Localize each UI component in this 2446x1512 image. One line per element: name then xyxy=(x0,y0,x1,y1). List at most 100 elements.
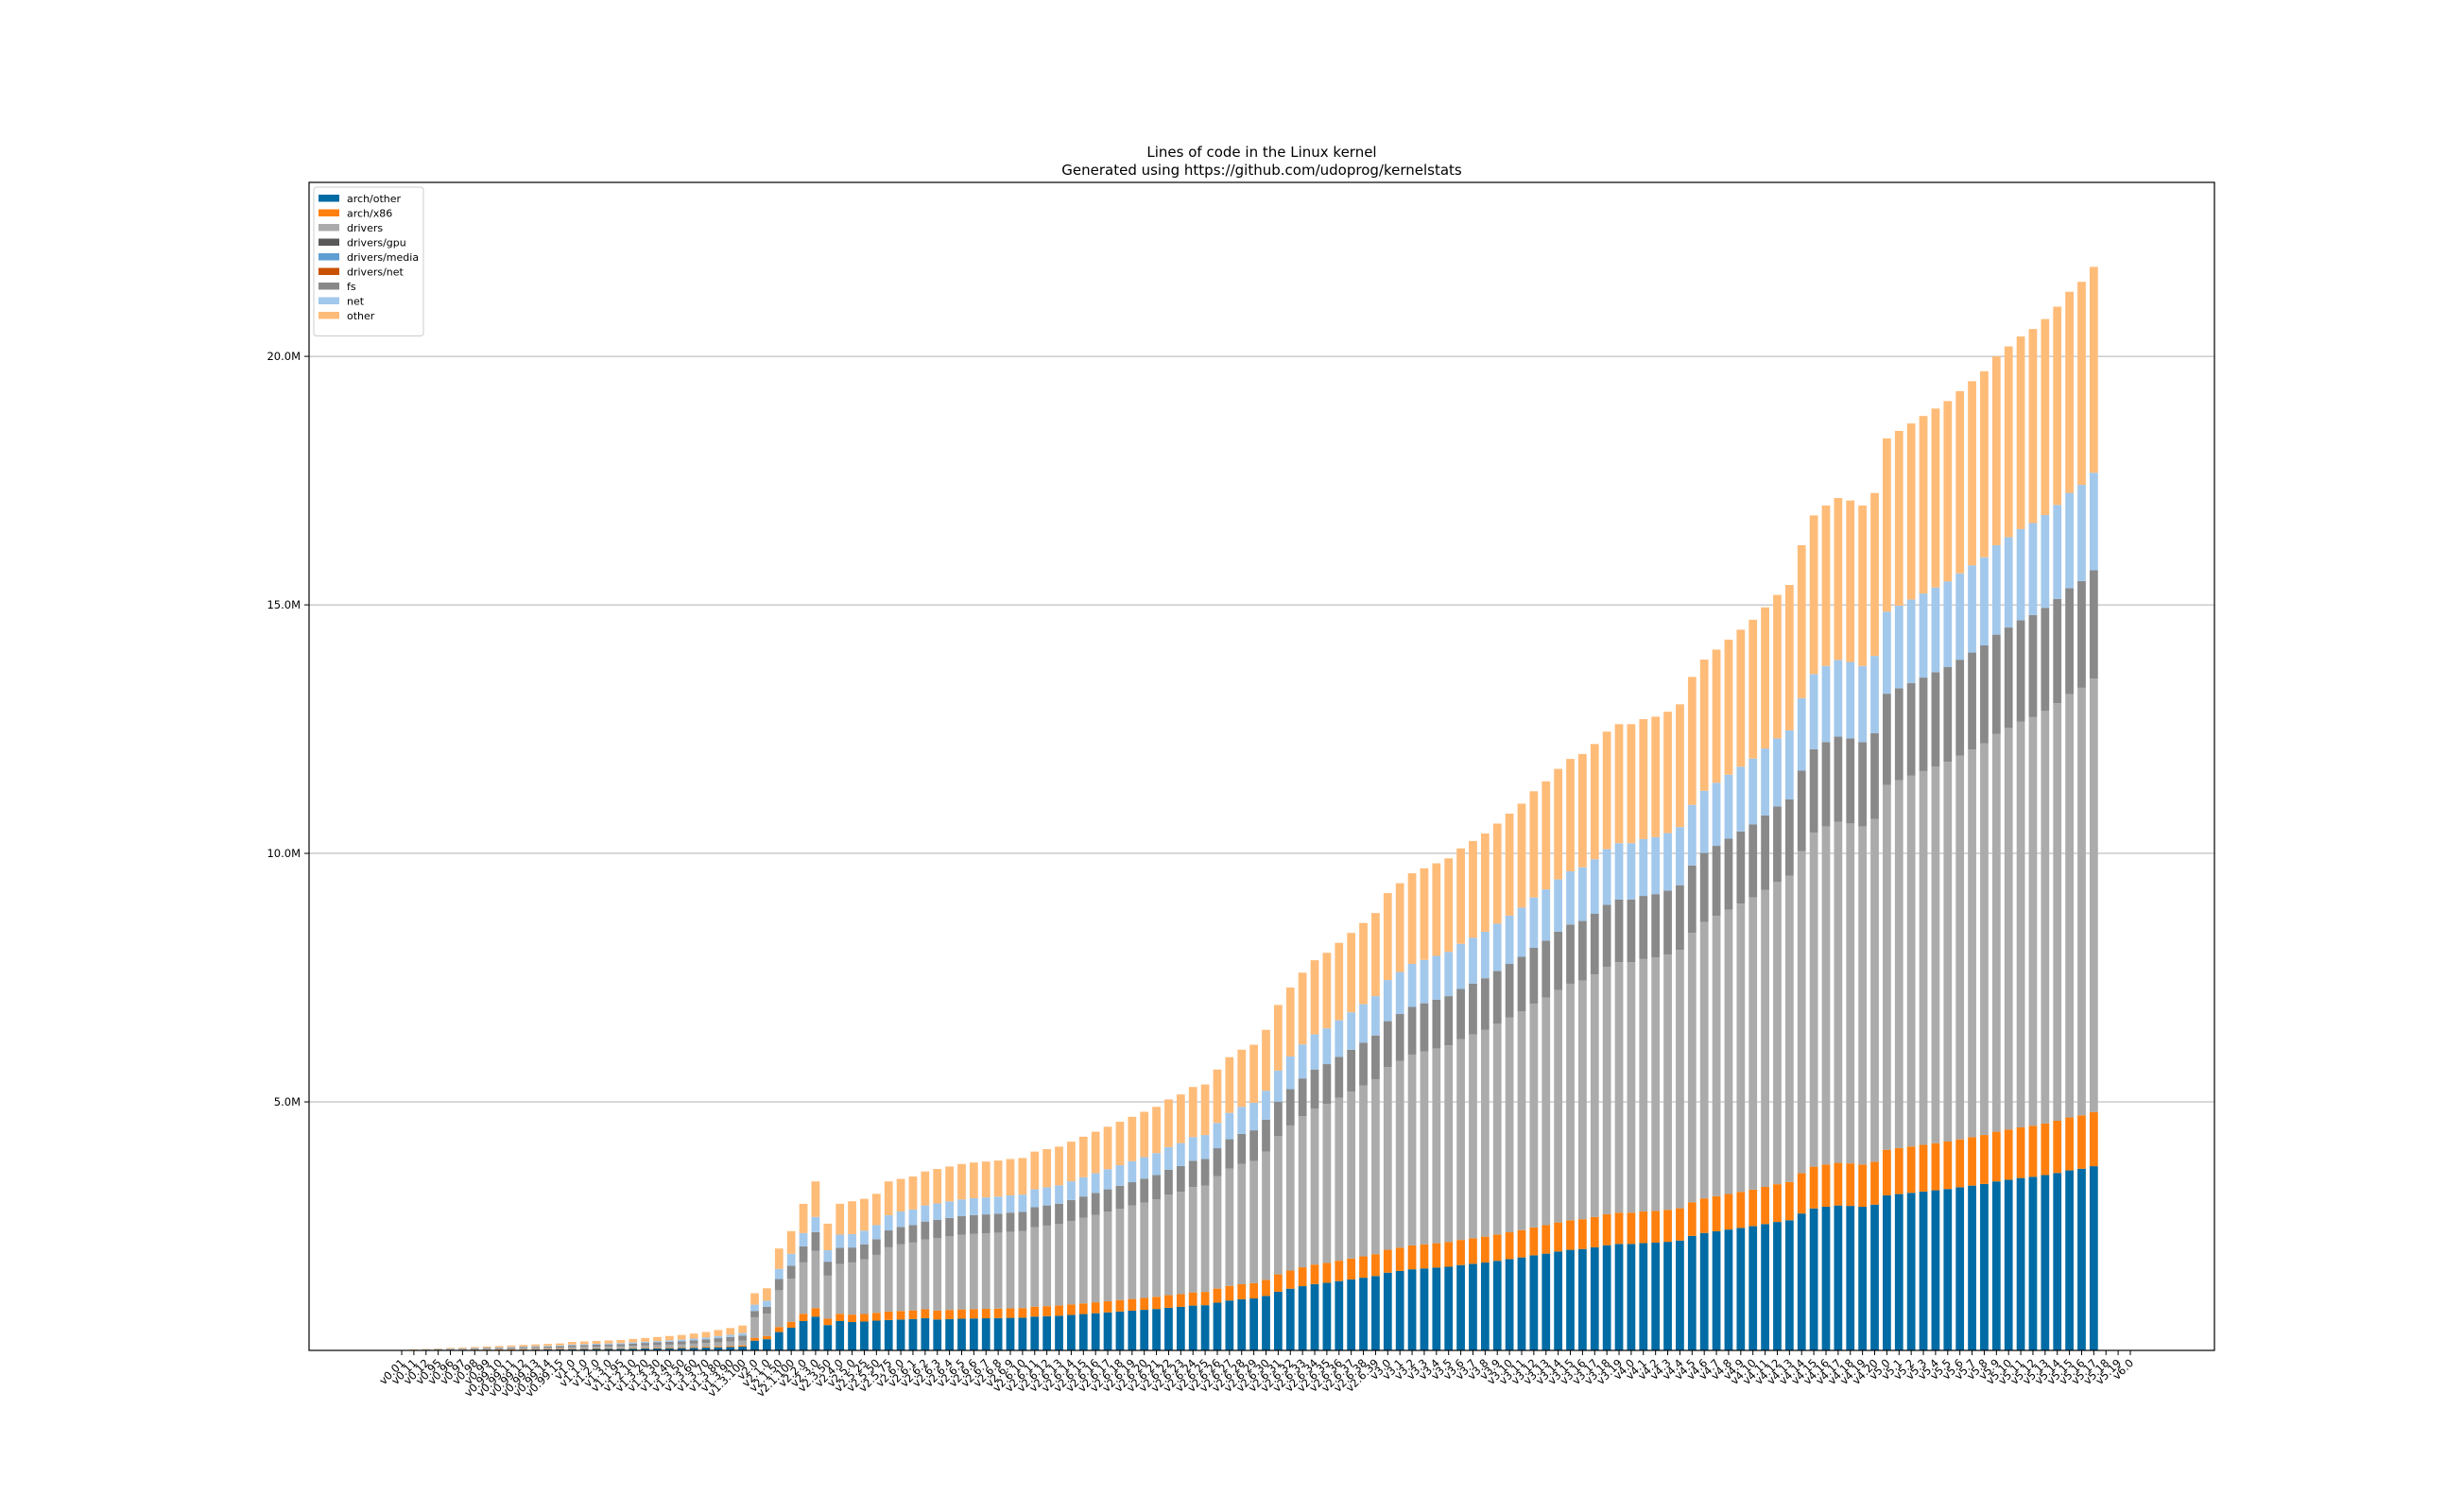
bar-segment xyxy=(1006,1308,1015,1318)
bar-segment xyxy=(1213,1288,1222,1303)
bar-segment xyxy=(1858,742,1868,827)
bar-segment xyxy=(579,1341,589,1345)
bar-segment xyxy=(860,1230,869,1245)
bar-segment xyxy=(1821,742,1831,827)
bar-segment xyxy=(1067,1314,1076,1350)
bar-segment xyxy=(1968,652,1976,750)
bar-segment xyxy=(507,1347,516,1348)
bar-segment xyxy=(1188,1160,1197,1188)
bar-segment xyxy=(701,1343,711,1348)
bar-segment xyxy=(1870,1204,1879,1350)
bar-segment xyxy=(543,1346,552,1347)
bar-segment xyxy=(993,1196,1003,1214)
bar-segment xyxy=(1906,775,1916,1147)
bar-segment xyxy=(1115,1208,1125,1300)
bar-segment xyxy=(969,1309,978,1319)
bar-segment xyxy=(1578,753,1587,868)
bar-segment xyxy=(835,1234,845,1248)
bar-segment xyxy=(482,1346,491,1349)
bar-segment xyxy=(1469,1034,1477,1239)
bar-segment xyxy=(726,1346,735,1348)
bar-segment xyxy=(1298,972,1307,1045)
bar-segment xyxy=(1627,962,1636,1213)
bar-segment xyxy=(1687,1202,1697,1236)
bar-segment xyxy=(1274,1274,1283,1292)
bar-segment xyxy=(1055,1315,1063,1350)
bar-segment xyxy=(1140,1310,1149,1350)
bar-segment xyxy=(1736,766,1746,832)
bar-segment xyxy=(1274,1070,1283,1102)
bar-segment xyxy=(1590,974,1599,1217)
bar-segment xyxy=(1006,1159,1015,1195)
bar-segment xyxy=(1285,988,1295,1057)
bar-segment xyxy=(1310,1264,1319,1284)
bar-segment xyxy=(1578,920,1587,981)
bar-segment xyxy=(1614,1212,1624,1245)
bar-segment xyxy=(1809,1166,1818,1209)
bar-segment xyxy=(1371,1276,1380,1350)
bar-segment xyxy=(2065,588,2074,695)
bar-segment xyxy=(1371,913,1380,997)
legend-label: other xyxy=(347,310,375,322)
bar-segment xyxy=(1152,1309,1161,1350)
bar-segment xyxy=(1335,942,1344,1021)
bar-segment xyxy=(1237,1298,1247,1350)
bar-segment xyxy=(1383,980,1392,1022)
bar-segment xyxy=(1492,971,1502,1024)
bar-segment xyxy=(1456,848,1465,944)
bar-segment xyxy=(1176,1294,1185,1307)
bar-segment xyxy=(957,1234,966,1310)
bar-segment xyxy=(1821,665,1831,743)
bar-segment xyxy=(1225,1168,1234,1286)
bar-segment xyxy=(1492,823,1502,924)
bar-segment xyxy=(1955,755,1965,1140)
bar-segment xyxy=(714,1346,723,1348)
bar-segment xyxy=(1042,1205,1052,1226)
bar-segment xyxy=(750,1337,759,1341)
bar-segment xyxy=(1748,1226,1758,1350)
bar-segment xyxy=(1128,1182,1137,1206)
legend[interactable]: arch/other arch/x86 drivers drivers/gpu driv… xyxy=(313,186,424,336)
bar-segment xyxy=(1919,1191,1928,1350)
bar-segment xyxy=(1919,1144,1928,1192)
chart-title: Lines of code in the Linux kernel xyxy=(1146,144,1376,161)
bar-segment xyxy=(1761,607,1769,749)
bar-segment xyxy=(1821,826,1831,1165)
bar-segment xyxy=(811,1316,820,1350)
bar-segment xyxy=(2004,627,2013,729)
bar-segment xyxy=(1055,1146,1063,1186)
bar-segment xyxy=(1469,1238,1477,1264)
bar-segment xyxy=(957,1163,966,1200)
bar-segment xyxy=(1237,1163,1247,1284)
bar-segment xyxy=(1906,1193,1916,1350)
bar-segment xyxy=(1103,1211,1112,1301)
bar-segment xyxy=(1128,1160,1137,1183)
bar-segment xyxy=(993,1213,1003,1233)
bar-segment xyxy=(2065,1117,2074,1171)
bar-segment xyxy=(641,1349,649,1350)
bar-segment xyxy=(774,1290,784,1328)
bar-segment xyxy=(1834,736,1843,822)
bar-segment xyxy=(1566,983,1575,1221)
bar-segment xyxy=(763,1339,771,1350)
bar-segment xyxy=(689,1338,698,1341)
bar-segment xyxy=(664,1347,674,1349)
bar-segment xyxy=(1566,924,1575,984)
bar-segment xyxy=(1858,665,1868,743)
bar-segment xyxy=(494,1346,504,1348)
bar-segment xyxy=(701,1332,711,1338)
bar-segment xyxy=(494,1349,504,1350)
bar-segment xyxy=(1590,1216,1599,1247)
bar-segment xyxy=(1078,1217,1088,1304)
bar-segment xyxy=(750,1316,759,1338)
bar-segment xyxy=(1919,416,1928,594)
bar-segment xyxy=(1724,774,1733,839)
bar-segment xyxy=(1639,1243,1648,1350)
bar-segment xyxy=(409,1349,419,1350)
bar-segment xyxy=(1627,843,1636,900)
bar-segment xyxy=(860,1244,869,1260)
bar-segment xyxy=(1432,863,1441,956)
bar-segment xyxy=(1712,846,1721,917)
bar-segment xyxy=(799,1262,808,1314)
bar-segment xyxy=(1724,1229,1733,1350)
